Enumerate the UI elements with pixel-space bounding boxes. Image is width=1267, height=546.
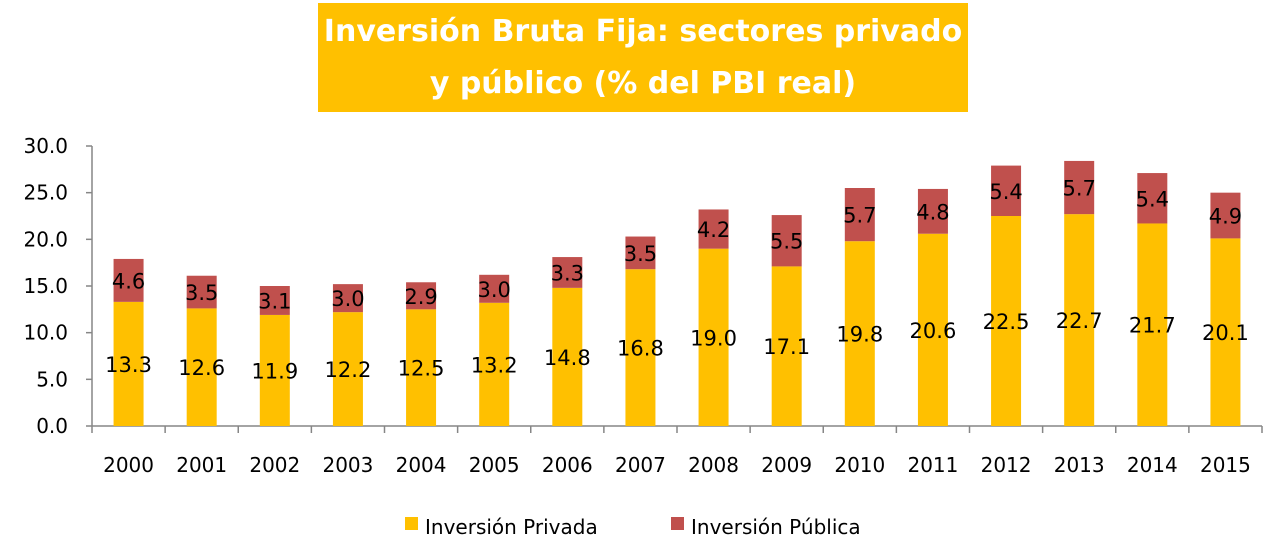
bar-inversion-publica xyxy=(698,209,729,249)
bar-inversion-privada xyxy=(1064,214,1095,426)
data-label-publica: 5.5 xyxy=(770,230,803,254)
data-label-privada: 20.6 xyxy=(910,319,957,343)
bar-inversion-privada xyxy=(991,216,1022,426)
x-tick-label: 2010 xyxy=(834,453,885,477)
bar-inversion-privada xyxy=(113,301,144,426)
bar-inversion-publica xyxy=(625,236,656,270)
data-label-publica: 5.4 xyxy=(1136,187,1169,211)
x-tick-label: 2014 xyxy=(1127,453,1178,477)
data-label-publica: 2.9 xyxy=(404,285,437,309)
bar-inversion-privada xyxy=(406,309,437,426)
bar-inversion-privada xyxy=(917,233,948,426)
bar-inversion-privada xyxy=(844,241,875,426)
bar-inversion-privada xyxy=(698,248,729,426)
data-label-publica: 3.5 xyxy=(624,242,657,266)
data-label-publica: 3.0 xyxy=(477,278,510,302)
bar-inversion-privada xyxy=(1137,223,1168,426)
y-tick-label: 5.0 xyxy=(36,367,68,391)
y-tick-label: 15.0 xyxy=(23,274,68,298)
data-label-publica: 5.4 xyxy=(989,180,1022,204)
data-label-privada: 22.7 xyxy=(1056,309,1103,333)
bar-inversion-publica xyxy=(113,258,144,302)
data-label-publica: 4.9 xyxy=(1209,205,1242,229)
legend-swatch xyxy=(671,517,684,530)
bar-inversion-publica xyxy=(771,215,802,267)
legend-swatch xyxy=(405,517,418,530)
data-label-privada: 16.8 xyxy=(617,337,664,361)
data-label-privada: 21.7 xyxy=(1129,314,1176,338)
x-tick-label: 2005 xyxy=(469,453,520,477)
bar-inversion-publica xyxy=(1137,173,1168,224)
x-tick-label: 2007 xyxy=(615,453,666,477)
chart-title-line-1: Inversión Bruta Fija: sectores privado xyxy=(323,13,963,49)
data-label-publica: 3.1 xyxy=(258,289,291,313)
data-label-publica: 4.6 xyxy=(112,269,145,293)
data-label-privada: 20.1 xyxy=(1202,321,1249,345)
x-tick-label: 2009 xyxy=(761,453,812,477)
data-label-publica: 3.0 xyxy=(331,287,364,311)
data-label-privada: 13.2 xyxy=(471,353,518,377)
bar-inversion-publica xyxy=(844,188,875,242)
data-label-publica: 3.5 xyxy=(185,281,218,305)
data-label-privada: 14.8 xyxy=(544,346,591,370)
bar-inversion-privada xyxy=(332,312,363,426)
data-label-privada: 22.5 xyxy=(983,310,1030,334)
data-label-privada: 13.3 xyxy=(105,353,152,377)
data-labels: 13.3 4.6 12.6 3.5 11.9 3.1 12.2 3.0 12.5 2.9 13.2 3… xyxy=(105,177,1249,384)
bar-inversion-privada xyxy=(479,302,510,426)
data-label-publica: 4.8 xyxy=(916,200,949,224)
data-label-privada: 11.9 xyxy=(251,359,298,383)
legend-label: Inversión Privada xyxy=(425,515,598,539)
y-tick-label: 25.0 xyxy=(23,181,68,205)
bar-inversion-publica xyxy=(991,165,1022,216)
x-tick-label: 2002 xyxy=(249,453,300,477)
bar-inversion-publica xyxy=(259,286,290,315)
bar-inversion-publica xyxy=(1210,192,1241,239)
data-label-privada: 19.0 xyxy=(690,326,737,350)
data-label-privada: 12.5 xyxy=(398,357,445,381)
chart-title: Inversión Bruta Fija: sectores privado y… xyxy=(318,3,968,112)
x-tick-label: 2013 xyxy=(1054,453,1105,477)
bars xyxy=(113,160,1241,426)
x-tick-label: 2012 xyxy=(981,453,1032,477)
data-label-privada: 12.6 xyxy=(178,356,225,380)
data-label-privada: 19.8 xyxy=(836,323,883,347)
bar-inversion-privada xyxy=(186,308,217,426)
data-label-publica: 4.2 xyxy=(697,218,730,242)
y-tick-label: 20.0 xyxy=(23,227,68,251)
x-tick-label: 2011 xyxy=(907,453,958,477)
bar-inversion-publica xyxy=(406,282,437,310)
bar-inversion-publica xyxy=(479,274,510,303)
x-tick-label: 2004 xyxy=(396,453,447,477)
bar-inversion-publica xyxy=(1064,160,1095,215)
data-label-privada: 12.2 xyxy=(325,358,372,382)
x-tick-label: 2006 xyxy=(542,453,593,477)
bar-inversion-privada xyxy=(259,314,290,426)
bar-inversion-privada xyxy=(552,287,583,426)
bar-inversion-publica xyxy=(332,284,363,313)
y-tick-label: 0.0 xyxy=(36,414,68,438)
legend: Inversión Privada Inversión Pública xyxy=(405,515,861,539)
bar-inversion-privada xyxy=(771,266,802,426)
x-tick-label: 2000 xyxy=(103,453,154,477)
data-label-publica: 3.3 xyxy=(551,261,584,285)
data-label-publica: 5.7 xyxy=(1062,177,1095,201)
bar-inversion-privada xyxy=(1210,238,1241,426)
data-label-privada: 17.1 xyxy=(763,335,810,359)
chart-title-line-2: y público (% del PBI real) xyxy=(429,65,857,101)
bar-inversion-publica xyxy=(186,275,217,309)
bar-inversion-publica xyxy=(552,257,583,288)
x-tick-label: 2003 xyxy=(322,453,373,477)
x-tick-label: 2008 xyxy=(688,453,739,477)
bar-inversion-privada xyxy=(625,269,656,426)
legend-label: Inversión Pública xyxy=(691,515,861,539)
x-tick-label: 2015 xyxy=(1200,453,1251,477)
y-tick-label: 10.0 xyxy=(23,321,68,345)
y-tick-label: 30.0 xyxy=(23,134,68,158)
x-tick-label: 2001 xyxy=(176,453,227,477)
data-label-publica: 5.7 xyxy=(843,204,876,228)
bar-inversion-publica xyxy=(917,188,948,234)
